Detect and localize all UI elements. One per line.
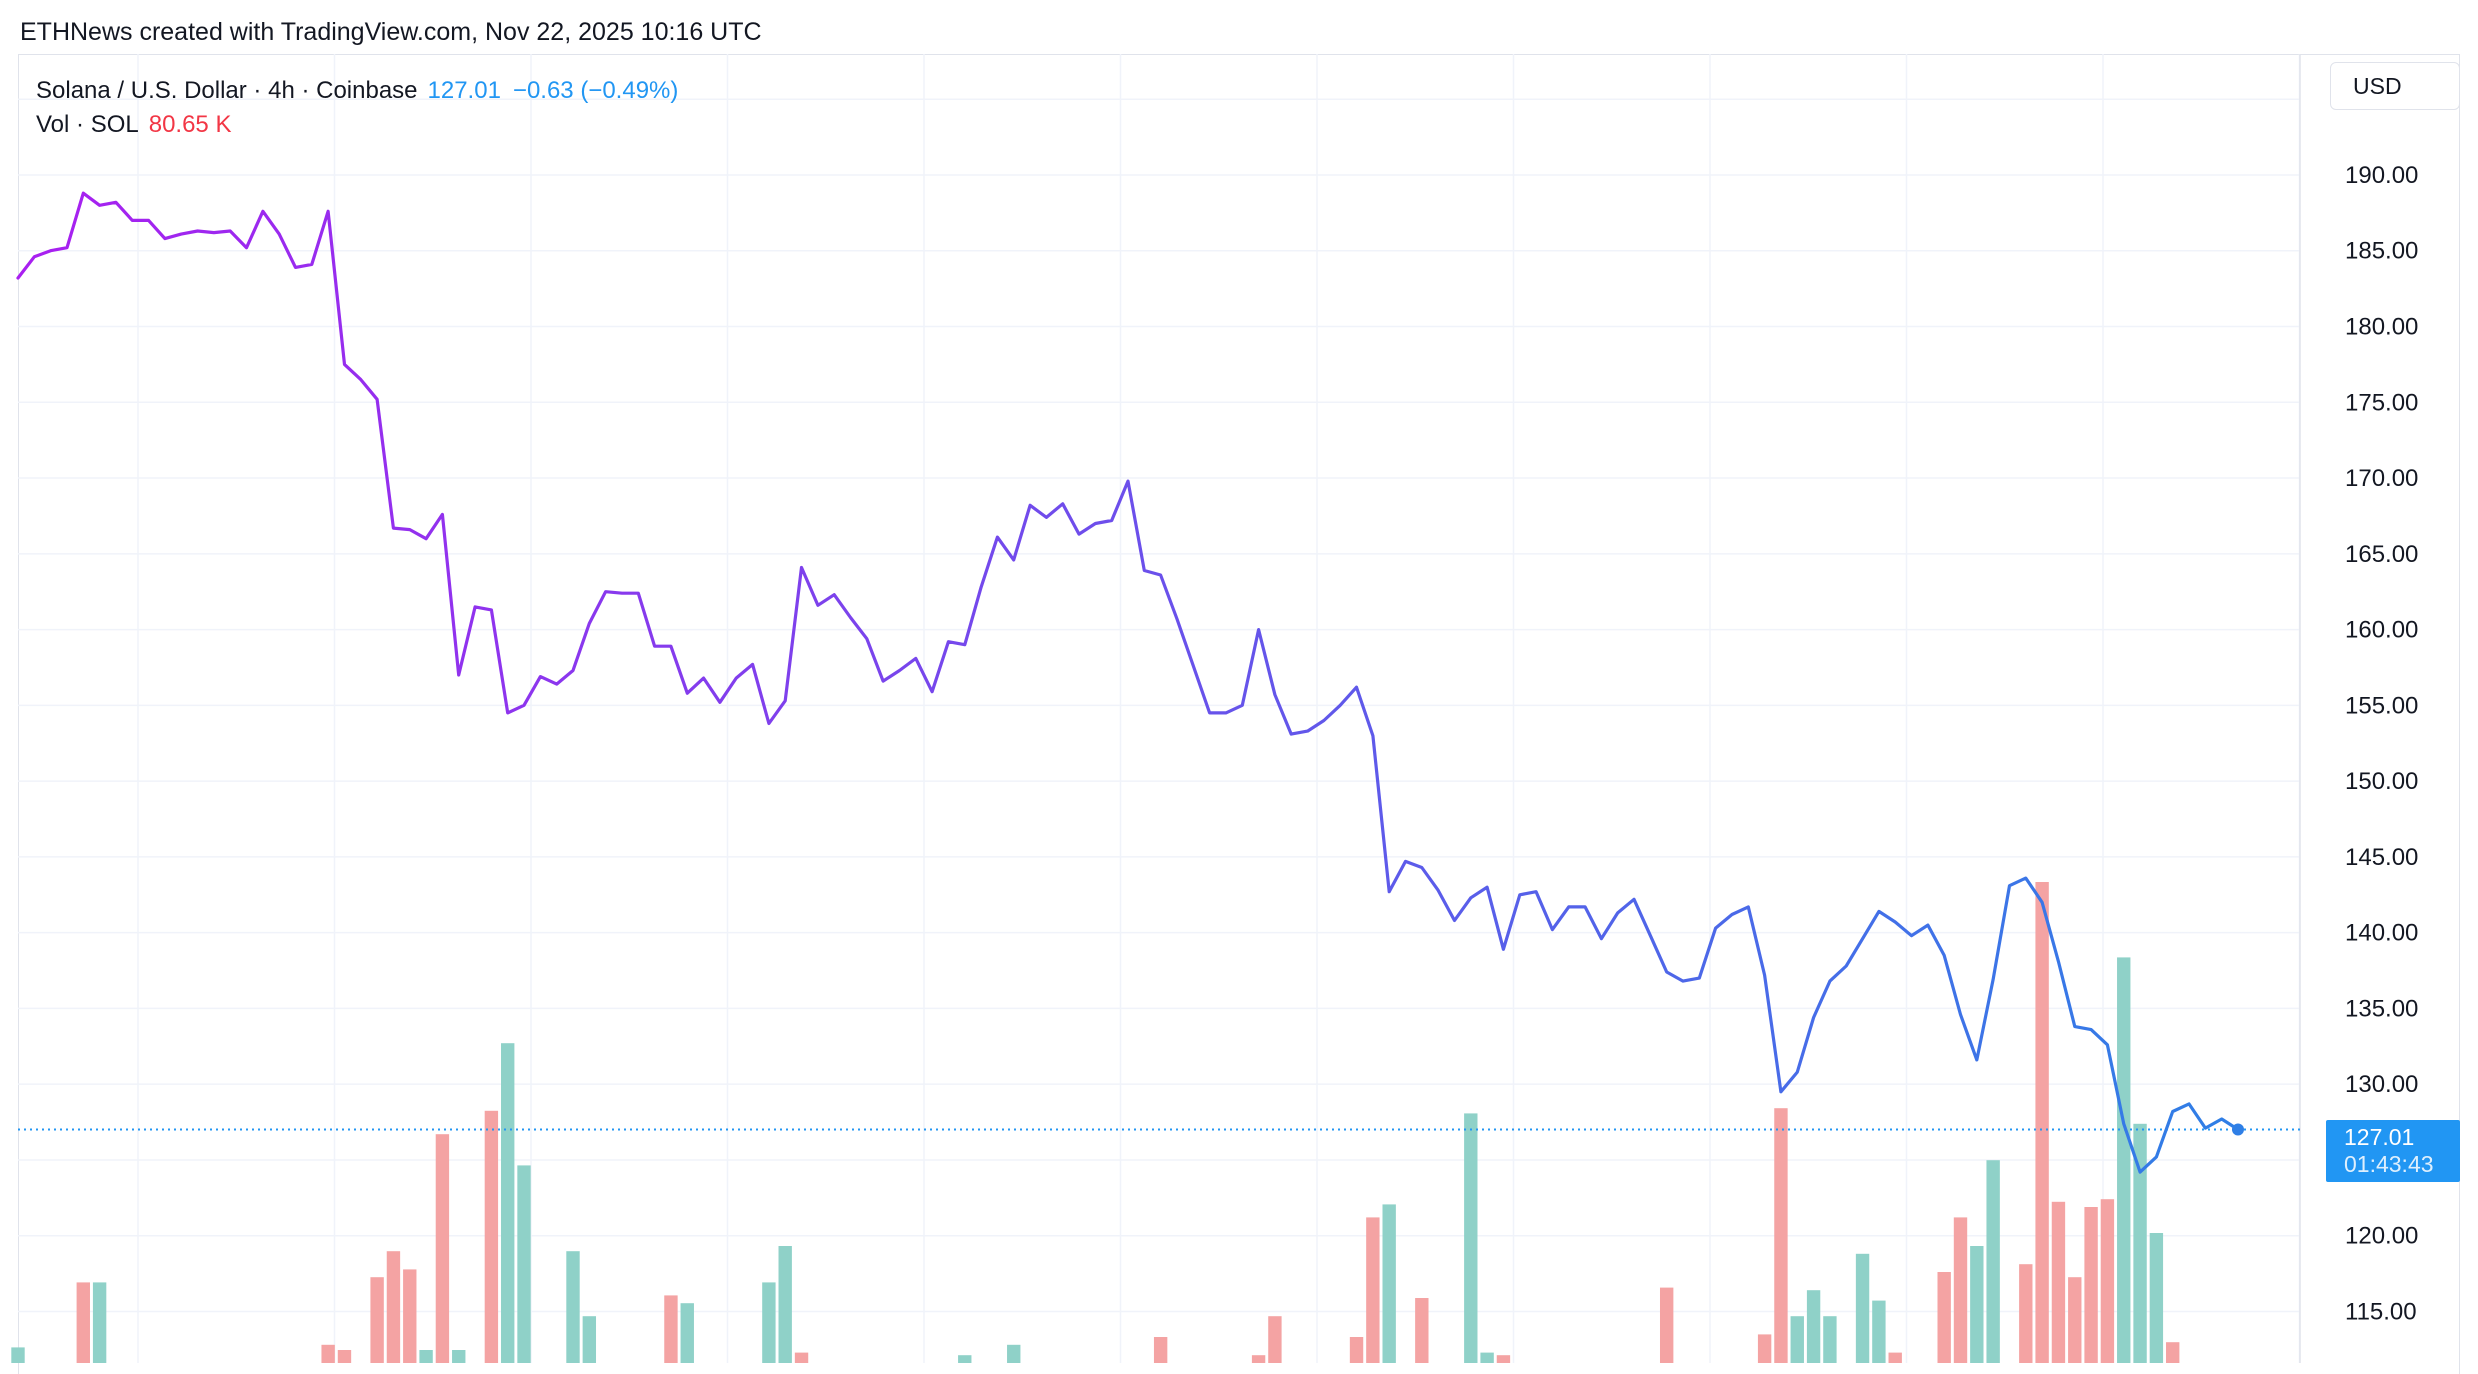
y-tick-label: 135.00	[2345, 995, 2418, 1022]
volume-bar	[386, 1251, 401, 1363]
volume-bar	[1937, 1272, 1951, 1363]
y-tick-label: 190.00	[2345, 162, 2418, 189]
price-tag-value: 127.01	[2344, 1124, 2415, 1150]
volume-bar	[1268, 1316, 1282, 1363]
grid-lines	[18, 54, 2301, 1363]
volume-bar	[2117, 957, 2131, 1363]
volume-bar	[2149, 1233, 2164, 1363]
volume-bar	[1823, 1316, 1837, 1363]
volume-bar	[1153, 1337, 1168, 1363]
volume-bar	[1415, 1298, 1429, 1363]
currency-button[interactable]: USD	[2330, 62, 2460, 110]
volume-bar	[778, 1246, 792, 1363]
volume-bar	[664, 1295, 678, 1363]
volume-bar	[1496, 1355, 1511, 1363]
volume-bar	[2035, 882, 2049, 1363]
y-tick-label: 115.00	[2345, 1298, 2417, 1325]
volume-bar	[2166, 1342, 2180, 1363]
volume-bar	[1007, 1344, 1021, 1363]
volume-bar	[484, 1110, 499, 1363]
last-price-value: 127.01	[427, 77, 501, 104]
y-tick-label: 130.00	[2345, 1071, 2418, 1098]
volume-bar	[762, 1282, 776, 1363]
chart-caption: ETHNews created with TradingView.com, No…	[20, 18, 762, 46]
volume-label[interactable]: Vol · SOL	[36, 111, 139, 138]
volume-bar	[419, 1350, 433, 1363]
volume-bars	[11, 882, 2180, 1363]
volume-bar	[435, 1134, 450, 1363]
y-tick-label: 140.00	[2345, 920, 2418, 947]
volume-bar	[680, 1303, 694, 1363]
volume-bar	[582, 1316, 597, 1363]
y-tick-label: 170.00	[2345, 465, 2418, 492]
last-price-dot	[2232, 1123, 2244, 1136]
volume-bar	[1480, 1352, 1494, 1363]
volume-bar	[1855, 1253, 1870, 1363]
volume-bar	[403, 1269, 417, 1363]
legend-row-volume: Vol · SOL 80.65 K	[36, 108, 678, 142]
volume-value: 80.65 K	[148, 111, 232, 138]
volume-bar	[337, 1350, 352, 1363]
volume-bar	[794, 1352, 809, 1363]
y-tick-label: 180.00	[2345, 314, 2418, 341]
volume-bar	[2068, 1277, 2082, 1363]
legend-row-price: Solana / U.S. Dollar · 4h · Coinbase 127.…	[36, 74, 678, 108]
volume-bar	[92, 1282, 107, 1363]
last-price-tag: 127.01 01:43:43	[2326, 1120, 2460, 1182]
volume-bar	[1970, 1246, 1984, 1363]
chart-frame	[18, 54, 2460, 1374]
volume-bar	[2084, 1207, 2098, 1363]
y-tick-label: 145.00	[2345, 844, 2418, 871]
price-change-value: −0.63 (−0.49%)	[512, 77, 679, 104]
volume-bar	[321, 1344, 335, 1363]
volume-bar	[2100, 1199, 2115, 1363]
volume-bar	[370, 1277, 384, 1363]
volume-bar	[2133, 1123, 2147, 1363]
volume-bar	[452, 1350, 466, 1363]
volume-bar	[2051, 1201, 2066, 1363]
volume-bar	[1659, 1287, 1674, 1363]
volume-bar	[501, 1043, 515, 1363]
y-tick-label: 150.00	[2345, 768, 2418, 795]
y-tick-label: 185.00	[2345, 238, 2418, 265]
volume-bar	[11, 1347, 25, 1363]
y-tick-label: 155.00	[2345, 692, 2418, 719]
volume-bar	[1349, 1337, 1364, 1363]
volume-bar	[1251, 1355, 1266, 1363]
volume-bar	[517, 1165, 531, 1363]
volume-bar	[1806, 1290, 1821, 1363]
volume-bar	[1872, 1300, 1886, 1363]
y-tick-label: 160.00	[2345, 617, 2418, 644]
price-line-series	[16, 191, 2240, 1174]
volume-bar	[1757, 1334, 1772, 1363]
volume-bar	[2019, 1264, 2033, 1363]
chart-legend: Solana / U.S. Dollar · 4h · Coinbase 127.…	[36, 74, 678, 142]
volume-bar	[1464, 1113, 1478, 1363]
volume-bar	[1986, 1160, 2000, 1363]
y-tick-label: 120.00	[2345, 1223, 2418, 1250]
volume-bar	[958, 1355, 972, 1363]
price-tag-countdown: 01:43:43	[2344, 1151, 2434, 1177]
y-tick-label: 175.00	[2345, 389, 2418, 416]
volume-bar	[566, 1251, 580, 1363]
volume-bar	[1382, 1204, 1396, 1363]
volume-bar	[76, 1282, 90, 1363]
symbol-label[interactable]: Solana / U.S. Dollar · 4h · Coinbase	[36, 77, 418, 104]
volume-bar	[1953, 1217, 1968, 1363]
y-tick-label: 165.00	[2345, 541, 2418, 568]
price-axis: 115.00120.00125.00130.00135.00140.00145.…	[2299, 54, 2418, 1363]
volume-bar	[1790, 1316, 1804, 1363]
volume-bar	[1366, 1217, 1380, 1363]
volume-bar	[1888, 1352, 1902, 1363]
volume-bar	[1774, 1108, 1788, 1363]
